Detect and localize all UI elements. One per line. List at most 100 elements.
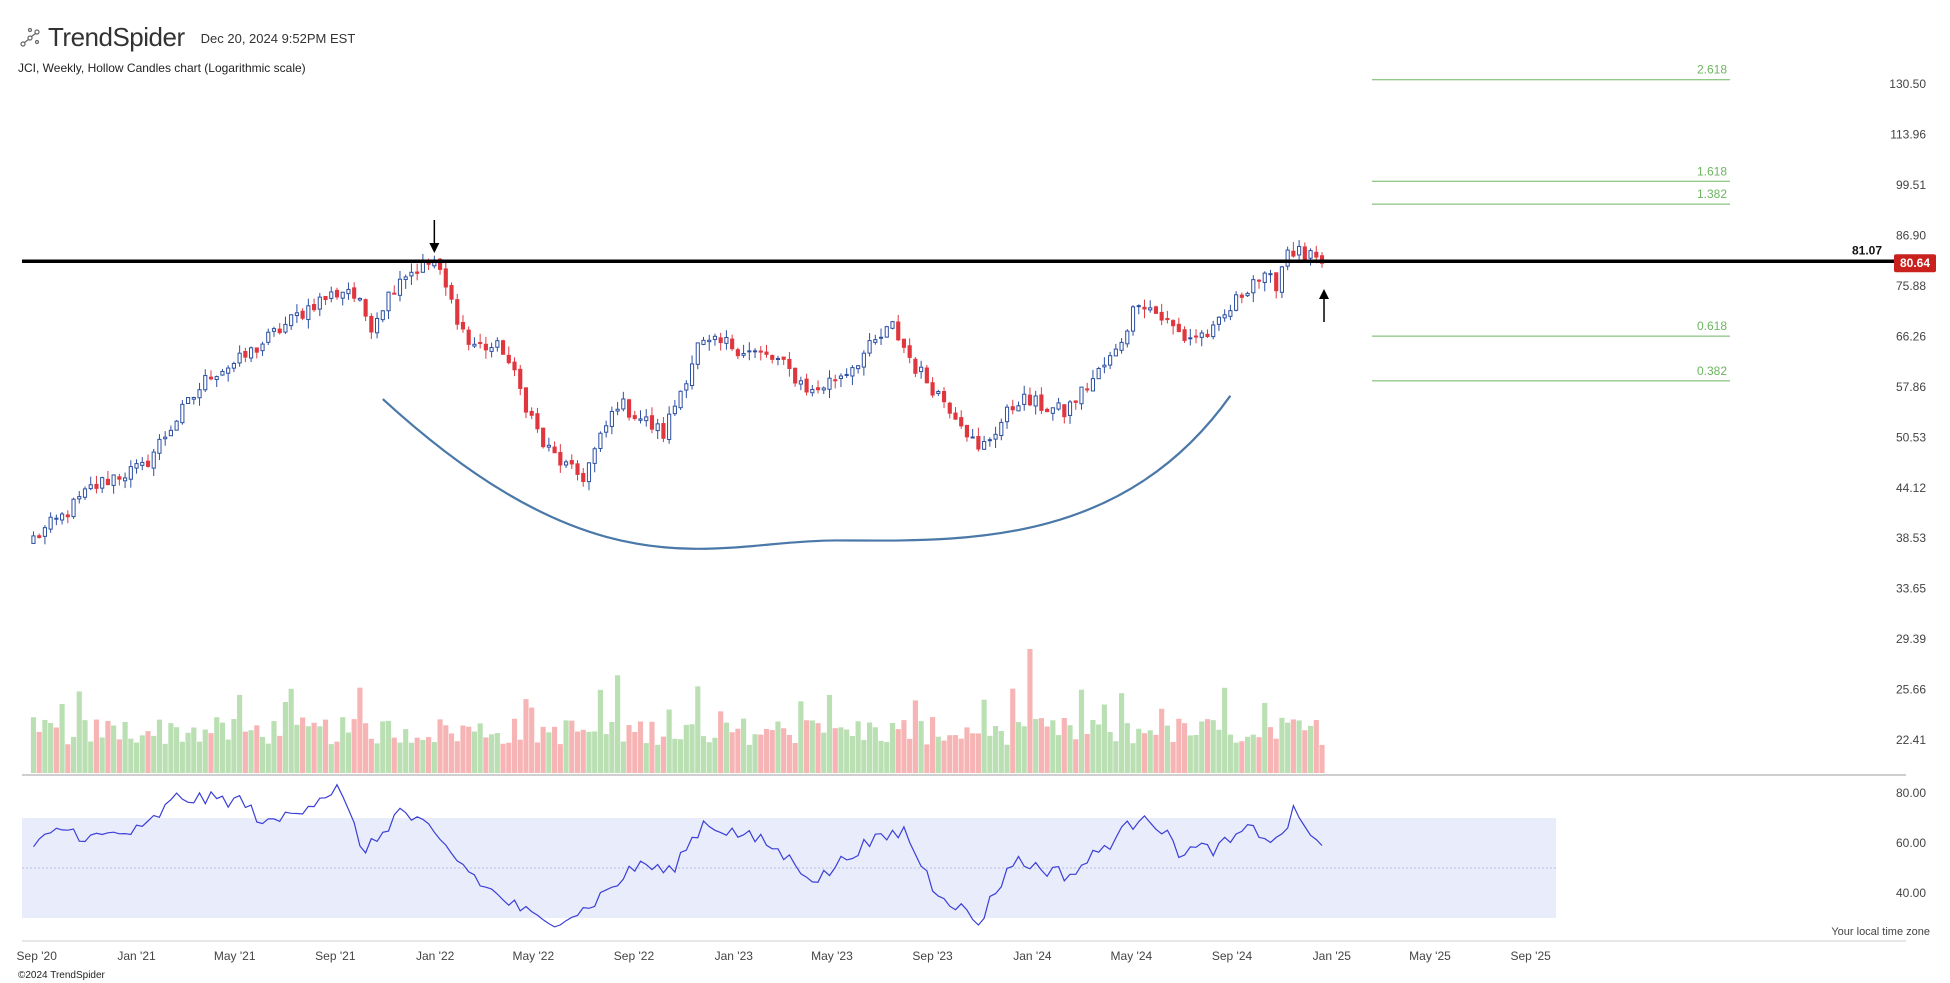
- candle-body: [999, 421, 1004, 437]
- volume-bar: [907, 738, 913, 773]
- candle-body: [1176, 323, 1181, 333]
- candle-body: [747, 350, 752, 353]
- candle-body: [558, 452, 563, 466]
- candle-body: [397, 278, 403, 296]
- candle-body: [707, 339, 712, 343]
- candle-body: [1148, 307, 1153, 311]
- volume-bar: [626, 725, 632, 773]
- candle-body: [764, 351, 769, 355]
- volume-bar: [242, 731, 248, 773]
- volume-bar: [1015, 722, 1022, 773]
- candle-body: [243, 350, 248, 358]
- candle-body: [644, 416, 649, 422]
- volume-bar: [340, 717, 346, 773]
- volume-bar: [563, 720, 569, 773]
- volume-bar: [643, 743, 649, 773]
- candle-body: [1130, 306, 1136, 332]
- volume-bar: [237, 694, 243, 773]
- candle-body: [1079, 386, 1084, 405]
- pane-separators: [22, 774, 1906, 942]
- candle-body: [374, 317, 380, 334]
- candle-body: [1256, 279, 1262, 282]
- candle-body: [1222, 314, 1227, 319]
- candle-body: [495, 340, 500, 348]
- volume-bar: [334, 741, 340, 773]
- volume-bar: [151, 735, 157, 773]
- header: TrendSpider Dec 20, 2024 9:52PM EST: [18, 22, 355, 53]
- volume-bar: [168, 723, 174, 773]
- candle-body: [140, 461, 145, 466]
- volume-bar: [592, 731, 598, 773]
- volume-bar: [689, 724, 695, 773]
- volume-bar: [65, 744, 71, 773]
- candle-body: [1085, 388, 1090, 391]
- volume-bar: [763, 728, 770, 773]
- volume-bar: [1313, 720, 1319, 773]
- volume-bar: [397, 742, 403, 773]
- volume-bar: [1176, 718, 1182, 773]
- volume-bar: [1044, 726, 1050, 773]
- candle-body: [500, 340, 506, 355]
- volume-bar: [466, 726, 472, 773]
- volume-bar: [998, 731, 1004, 773]
- candle-body: [123, 477, 128, 482]
- volume-bar: [1290, 719, 1296, 773]
- candle-body: [850, 367, 855, 377]
- candle-body: [529, 410, 534, 416]
- candle-body: [1274, 272, 1279, 292]
- volume-bar: [1244, 736, 1251, 773]
- fibonacci-layer: 2.618 1.618 1.382 0.618 0.382: [1372, 63, 1730, 382]
- volume-bar: [271, 721, 277, 773]
- candle-body: [919, 366, 924, 373]
- candle-body: [151, 451, 156, 469]
- volume-bar: [895, 729, 901, 773]
- volume-bar: [655, 744, 661, 773]
- candle-body: [455, 299, 460, 325]
- price-axis-tick: 25.66: [1896, 683, 1926, 697]
- volume-bar: [781, 728, 787, 773]
- candle-body: [936, 391, 941, 394]
- candle-body: [581, 472, 586, 483]
- candle-body: [1022, 393, 1027, 405]
- volume-bar: [1307, 725, 1314, 773]
- volume-bar: [901, 720, 907, 773]
- volume-bar: [511, 718, 518, 773]
- volume-bar: [861, 739, 867, 773]
- volume-bar: [305, 726, 311, 773]
- volume-bar: [185, 732, 191, 773]
- volume-bar: [752, 734, 758, 773]
- volume-bar: [620, 741, 626, 773]
- volume-bar: [1141, 733, 1148, 773]
- volume-bar: [952, 735, 959, 773]
- volume-bar: [254, 725, 260, 773]
- volume-bar: [1021, 726, 1027, 773]
- candle-body: [787, 358, 792, 369]
- candle-body: [334, 289, 340, 298]
- candle-body: [609, 410, 614, 427]
- rsi-band-layer: [22, 818, 1556, 918]
- candle-body: [781, 356, 786, 360]
- volume-bar: [849, 736, 855, 773]
- candle-body: [174, 420, 179, 431]
- rsi-axis-tick: 80.00: [1896, 786, 1926, 800]
- time-axis-tick: May '22: [513, 949, 555, 963]
- candle-body: [649, 415, 655, 430]
- volume-bar: [448, 733, 455, 773]
- volume-bar: [930, 717, 936, 773]
- volume-bar: [1027, 649, 1033, 773]
- candle-body: [1056, 402, 1061, 410]
- price-axis-tick: 75.88: [1896, 279, 1926, 293]
- fib-level-label: 2.618: [1697, 63, 1727, 77]
- volume-bar: [380, 721, 386, 773]
- volume-bar: [489, 734, 495, 773]
- candle-body: [289, 314, 294, 327]
- candles-layer: [31, 240, 1325, 545]
- candle-body: [804, 378, 809, 393]
- volume-bar: [981, 699, 987, 773]
- candle-body: [896, 321, 901, 341]
- candle-body: [1010, 406, 1015, 411]
- candle-body: [821, 387, 826, 391]
- candle-body: [186, 397, 191, 404]
- candle-body: [249, 347, 254, 359]
